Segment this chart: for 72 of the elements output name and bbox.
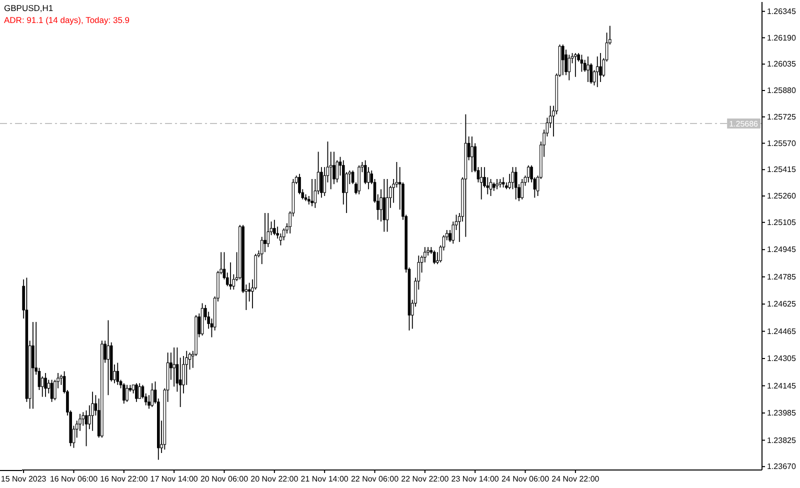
candlestick — [596, 56, 599, 88]
candlestick — [364, 160, 367, 185]
candlestick — [496, 178, 498, 190]
candlestick — [568, 54, 571, 81]
y-tick-label: 1.23670 — [767, 462, 796, 472]
y-tick-label: 1.25105 — [767, 218, 796, 227]
candlestick — [84, 410, 88, 447]
candlestick — [264, 212, 266, 253]
candlestick — [273, 219, 276, 236]
x-tick-label: 21 Nov 14:00 — [300, 474, 349, 484]
candlestick — [432, 250, 436, 265]
y-tick-label: 1.24305 — [767, 354, 796, 364]
y-tick-label: 1.25415 — [767, 165, 796, 174]
x-tick-label: 20 Nov 22:00 — [250, 474, 299, 484]
candlestick — [580, 54, 584, 72]
y-tick-label: 1.25260 — [767, 192, 796, 201]
y-tick-label: 1.23985 — [767, 408, 796, 418]
candlestick — [138, 382, 141, 399]
candlestick — [480, 166, 483, 200]
candlestick — [122, 382, 126, 404]
y-tick-label: 1.25880 — [767, 86, 796, 96]
ref-line-label: 1.25686 — [729, 119, 759, 128]
candlestick — [91, 391, 94, 432]
candlestick — [367, 166, 370, 190]
candlestick — [502, 176, 505, 188]
x-tick-label: 16 Nov 22:00 — [100, 474, 148, 484]
x-tick-label: 20 Nov 06:00 — [200, 474, 249, 484]
candlestick — [520, 178, 524, 200]
y-tick-label: 1.25725 — [767, 112, 796, 122]
y-tick-label: 1.26190 — [767, 33, 796, 42]
candlestick — [135, 382, 138, 402]
x-tick-label: 17 Nov 14:00 — [150, 474, 198, 484]
x-tick-label: 22 Nov 22:00 — [401, 474, 450, 484]
annotation: ADR: 91.1 (14 days), Today: 35.9 — [4, 15, 130, 25]
candlestick — [126, 384, 128, 402]
x-tick-label: 24 Nov 22:00 — [552, 474, 600, 484]
candlestick — [358, 164, 360, 195]
x-tick-label: 16 Nov 06:00 — [50, 474, 98, 484]
candlestick — [586, 56, 590, 82]
candlestick — [310, 178, 314, 207]
candlestick — [229, 262, 232, 290]
candlestick — [514, 166, 518, 200]
y-tick-label: 1.24145 — [767, 381, 796, 390]
y-tick-label: 1.24625 — [767, 300, 796, 309]
candlestick — [574, 52, 577, 78]
candlestick — [380, 188, 382, 222]
candlestick — [248, 282, 251, 302]
y-tick-label: 1.25570 — [767, 138, 796, 148]
candlestick — [382, 178, 386, 232]
x-tick-label: 22 Nov 06:00 — [350, 474, 400, 484]
candlestick — [44, 372, 47, 398]
candlestick — [527, 164, 530, 183]
y-tick-label: 1.23825 — [767, 436, 796, 445]
y-tick-label: 1.24785 — [767, 272, 796, 282]
y-tick-label: 1.24465 — [767, 326, 796, 336]
candlestick — [116, 362, 120, 386]
y-tick-label: 1.24945 — [767, 245, 796, 254]
x-tick-label: 15 Nov 2023 — [0, 474, 47, 484]
candlestick — [332, 151, 336, 185]
candlestick — [50, 379, 54, 402]
candlestick — [172, 347, 176, 388]
candlestick — [32, 321, 34, 410]
x-tick-label: 23 Nov 14:00 — [451, 474, 500, 484]
candlestick — [150, 382, 154, 408]
candlestick — [266, 212, 270, 248]
candlestick — [489, 178, 492, 196]
x-tick-label: 24 Nov 06:00 — [501, 474, 550, 484]
candlestick — [561, 44, 564, 76]
y-tick-label: 1.26035 — [767, 60, 796, 69]
chart-title: GBPUSD,H1 — [4, 3, 54, 13]
y-tick-label: 1.26345 — [767, 6, 796, 16]
candlestick — [470, 136, 474, 173]
